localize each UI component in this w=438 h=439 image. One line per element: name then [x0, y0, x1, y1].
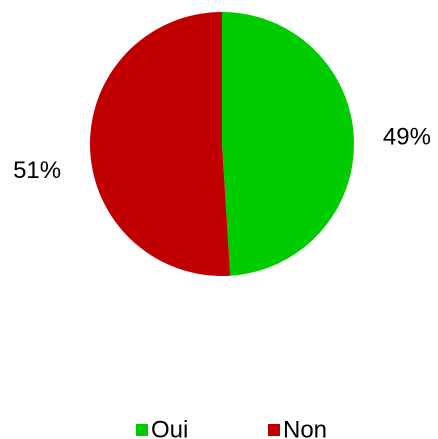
- legend-swatch: [136, 424, 148, 436]
- legend: Oui Non: [136, 416, 327, 439]
- legend-label: Non: [283, 416, 327, 439]
- legend-swatch: [268, 424, 280, 436]
- pie: [89, 12, 354, 276]
- data-label: 51%: [13, 157, 61, 184]
- pie-slice: [222, 12, 354, 276]
- pie-slice: [89, 12, 231, 276]
- legend-label: Oui: [151, 416, 188, 439]
- data-label: 49%: [383, 124, 431, 151]
